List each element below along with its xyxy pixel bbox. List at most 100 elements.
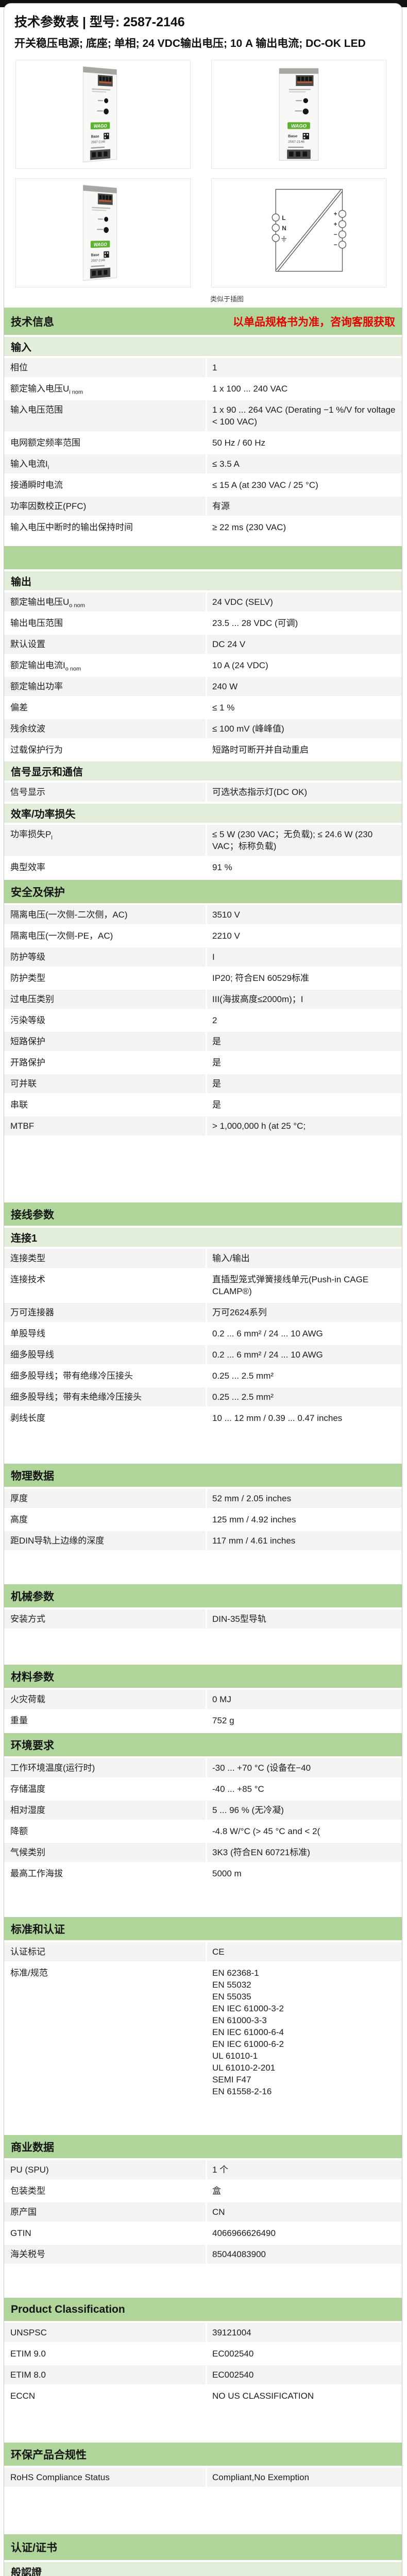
- section-title: 安全及保护: [11, 886, 65, 899]
- terminal-label-plus1: +: [334, 210, 337, 217]
- spec-row: PU (SPU) 1 个: [4, 2160, 402, 2179]
- spec-label: 厚度: [4, 1489, 206, 1508]
- spec-label: 电网额定频率范围: [4, 433, 206, 452]
- spec-value: ≤ 1 %: [212, 703, 235, 713]
- spec-value: 5000 m: [212, 1869, 242, 1878]
- spec-value: 3510 V: [207, 905, 402, 924]
- spec-value: 0.25 ... 2.5 mm²: [212, 1371, 274, 1381]
- spec-value: 39121004: [207, 2323, 402, 2342]
- spec-row: 额定输入电压Ui nom 1 x 100 ... 240 VAC: [4, 379, 402, 398]
- spec-label-text: 包装类型: [10, 2186, 45, 2196]
- spec-row: 输入电压范围 1 x 90 ... 264 VAC (Derating −1 %/…: [4, 400, 402, 431]
- spec-label: 过电压类别: [4, 990, 206, 1009]
- spec-label: 额定输出功率: [4, 677, 206, 696]
- section-title: 环境要求: [11, 1739, 54, 1752]
- spec-value: 0.2 ... 6 mm² / 24 ... 10 AWG: [207, 1345, 402, 1364]
- spec-label: 距DIN导轨上边缘的深度: [4, 1531, 206, 1550]
- section-title: 认证/证书: [11, 2542, 57, 2554]
- spec-row: RoHS Compliance Status Compliant,No Exemp…: [4, 2468, 402, 2487]
- spec-value: 可选状态指示灯(DC OK): [207, 783, 402, 802]
- section-title: 输出: [11, 577, 31, 588]
- spec-row: 典型效率 91 %: [4, 858, 402, 877]
- svg-text:WAGO: WAGO: [291, 124, 307, 129]
- spec-label: MTBF: [4, 1116, 206, 1136]
- spec-value: 0.25 ... 2.5 mm²: [207, 1387, 402, 1406]
- spec-value: 短路时可断开并自动重启: [212, 745, 309, 755]
- spec-label: 额定输入电压Ui nom: [4, 379, 206, 398]
- spec-label: UNSPSC: [4, 2323, 206, 2342]
- power-supply-illustration: WAGO Base 2587-2146: [78, 63, 121, 166]
- spec-label-text: 输入电压中断时的输出保持时间: [10, 522, 133, 532]
- spec-label: ECCN: [4, 2386, 206, 2405]
- spec-value: 2210 V: [212, 931, 240, 941]
- section-header-23: 效率/功率损失: [4, 804, 402, 823]
- spec-value: 1 x 100 ... 240 VAC: [212, 384, 288, 394]
- spec-row: ETIM 8.0 EC002540: [4, 2365, 402, 2384]
- spec-row: 可并联 是: [4, 1074, 402, 1093]
- spec-label-text: 原产国: [10, 2207, 37, 2217]
- spec-value: 1: [207, 358, 402, 377]
- spec-label: 降额: [4, 1822, 206, 1841]
- spec-label-text: 工作环境温度(运行时): [10, 1763, 95, 1773]
- spec-label: GTIN: [4, 2224, 206, 2243]
- spec-value: 24 VDC (SELV): [207, 592, 402, 612]
- spec-label-text: 火灾荷载: [10, 1694, 45, 1704]
- spec-row: 最高工作海拔 5000 m: [4, 1864, 402, 1883]
- spec-row: 细多股导线；带有绝缘冷压接头 0.25 ... 2.5 mm²: [4, 1366, 402, 1385]
- spec-label-text: PU (SPU): [10, 2165, 49, 2175]
- spec-row: 工作环境温度(运行时) -30 ... +70 °C (设备在−40: [4, 1758, 402, 1777]
- spec-value: NO US CLASSIFICATION: [212, 2391, 314, 2401]
- spec-label: 气候类别: [4, 1843, 206, 1862]
- spec-row: 降额 -4.8 W/°C (> 45 °C and < 2(: [4, 1822, 402, 1841]
- spec-row: 相对湿度 5 ... 96 % (无冷凝): [4, 1801, 402, 1820]
- spec-row: 距DIN导轨上边缘的深度 117 mm / 4.61 inches: [4, 1531, 402, 1550]
- spec-label-text: 典型效率: [10, 862, 45, 872]
- spec-row: ECCN NO US CLASSIFICATION: [4, 2386, 402, 2405]
- spec-label-subscript: o nom: [69, 602, 85, 609]
- product-photo-angled-1: WAGO Base 2587-2146: [15, 60, 191, 169]
- spec-label: 信号显示: [4, 783, 206, 802]
- spec-label: 开路保护: [4, 1053, 206, 1072]
- spec-label-text: 串联: [10, 1100, 28, 1110]
- spec-value: EC002540: [212, 2349, 254, 2359]
- power-supply-image: WAGO Base 2587-2146: [78, 63, 121, 166]
- spec-value: 752 g: [212, 1716, 234, 1725]
- section-header-89: 认证/证书: [4, 2534, 402, 2560]
- spec-row: UNSPSC 39121004: [4, 2323, 402, 2342]
- spec-value: ≤ 5 W (230 VAC；无负载); ≤ 24.6 W (230 VAC；标…: [207, 825, 402, 856]
- spec-label: 火灾荷载: [4, 1690, 206, 1709]
- section-title: 输入: [11, 342, 31, 353]
- spec-value: 3K3 (符合EN 60721标准): [207, 1843, 402, 1862]
- spec-value: 万可2624系列: [207, 1303, 402, 1322]
- svg-text:WAGO: WAGO: [94, 123, 107, 129]
- spacer: [4, 1430, 402, 1461]
- image-caption: 类似于插图: [210, 295, 244, 303]
- datasheet-card: 技术参数表 | 型号: 2587-2146 开关稳压电源; 底座; 单相; 24…: [4, 3, 402, 2576]
- spec-label-text: 默认设置: [10, 639, 45, 649]
- spec-label-text: 单股导线: [10, 1329, 45, 1338]
- spec-row: 存储温度 -40 ... +85 °C: [4, 1780, 402, 1799]
- terminal-label-L: L: [282, 214, 285, 222]
- spec-label: 连接技术: [4, 1270, 206, 1301]
- section-title: 标准和认证: [11, 1923, 65, 1936]
- spec-row: 认证标记 CE: [4, 1942, 402, 1961]
- svg-text:2587-2146: 2587-2146: [288, 140, 304, 144]
- spacer: [4, 2266, 402, 2295]
- section-header-12: 输出: [4, 571, 402, 590]
- spec-label-text: ETIM 9.0: [10, 2349, 46, 2359]
- spec-row: 隔离电压(一次侧-二次侧，AC) 3510 V: [4, 905, 402, 924]
- spec-label: 输入电流Ii: [4, 454, 206, 473]
- section-title: 环保产品合规性: [11, 2449, 87, 2461]
- spec-label-text: UNSPSC: [10, 2328, 47, 2337]
- power-supply-illustration: WAGO Base 2587-2146: [279, 68, 319, 161]
- spec-label-text: 存储温度: [10, 1784, 45, 1794]
- spec-value: CE: [207, 1942, 402, 1961]
- spec-blocks: 技术信息 以单品规格书为准，咨询客服获取 输入 相位 1 额定输入电压Ui nom 1 x …: [4, 308, 402, 2576]
- spec-value: DC 24 V: [207, 635, 402, 654]
- spec-value: -40 ... +85 °C: [212, 1784, 264, 1794]
- spec-value: 2: [212, 1015, 217, 1025]
- spec-row: 污染等级 2: [4, 1011, 402, 1030]
- power-supply-image: WAGO Base 2587-2146: [274, 65, 324, 163]
- spec-row: 输入电流Ii ≤ 3.5 A: [4, 454, 402, 473]
